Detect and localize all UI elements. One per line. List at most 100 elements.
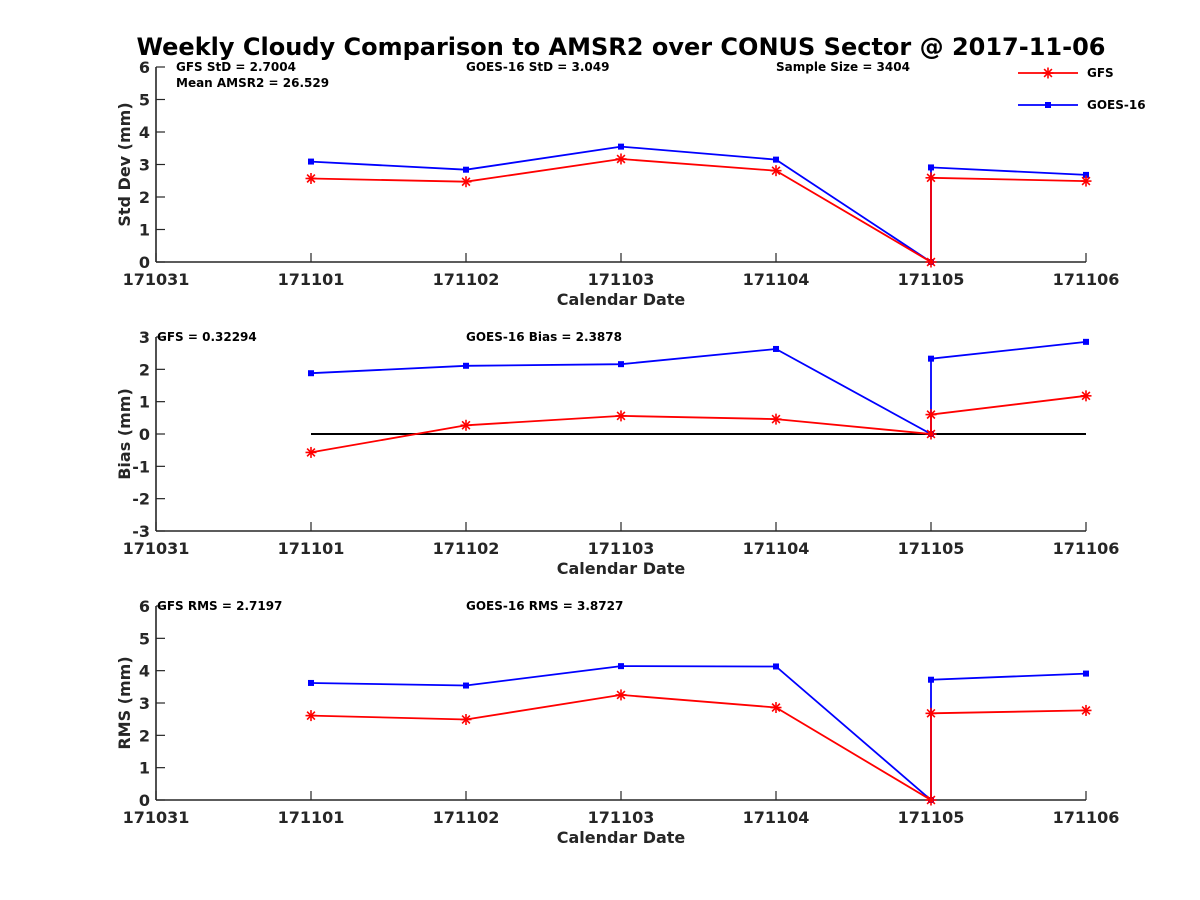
stat-annotation: GFS StD = 2.7004	[176, 60, 296, 74]
series-line-gfs	[310, 693, 1087, 802]
data-point-goes-16	[773, 663, 779, 670]
y-tick-label: 3	[139, 328, 150, 347]
data-point-gfs	[615, 689, 627, 701]
y-tick-label: 5	[139, 629, 150, 648]
stat-annotation: Sample Size = 3404	[776, 60, 910, 74]
x-tick-label: 171106	[1053, 270, 1120, 289]
data-point-gfs	[460, 176, 472, 188]
y-axis-label: RMS (mm)	[115, 656, 134, 749]
data-point-gfs	[615, 410, 627, 422]
x-axis-label: Calendar Date	[557, 290, 686, 309]
data-point-goes-16	[463, 166, 469, 173]
x-tick-label: 171106	[1053, 539, 1120, 558]
data-point-gfs	[1080, 175, 1092, 187]
data-point-gfs	[925, 409, 937, 421]
data-point-goes-16	[308, 370, 314, 377]
data-point-goes-16	[463, 682, 469, 689]
x-tick-label: 171102	[433, 539, 500, 558]
series-line-goes-16	[310, 341, 1087, 436]
data-point-gfs	[460, 713, 472, 725]
y-tick-label: 3	[139, 156, 150, 175]
y-tick-label: 0	[139, 791, 150, 810]
series-line-goes-16	[310, 145, 1087, 264]
x-axis-label: Calendar Date	[557, 559, 686, 578]
x-tick-label: 171031	[123, 808, 190, 827]
x-tick-label: 171105	[898, 808, 965, 827]
chart-title: Weekly Cloudy Comparison to AMSR2 over C…	[137, 33, 1106, 61]
legend-marker-gfs	[1042, 67, 1054, 79]
stat-annotation: GFS = 0.32294	[157, 330, 257, 344]
x-axis-label: Calendar Date	[557, 828, 686, 847]
y-tick-label: 1	[139, 393, 150, 412]
y-tick-label: 2	[139, 726, 150, 745]
y-tick-label: 2	[139, 360, 150, 379]
data-point-gfs	[770, 413, 782, 425]
x-tick-label: 171104	[743, 808, 810, 827]
x-tick-label: 171102	[433, 808, 500, 827]
stat-annotation: GFS RMS = 2.7197	[157, 599, 282, 613]
data-point-gfs	[770, 702, 782, 714]
y-axis-label: Bias (mm)	[115, 388, 134, 480]
legend-label: GOES-16	[1087, 98, 1146, 112]
stat-annotation: GOES-16 RMS = 3.8727	[466, 599, 623, 613]
data-point-goes-16	[308, 679, 314, 686]
stat-annotation: Mean AMSR2 = 26.529	[176, 76, 329, 90]
x-tick-label: 171031	[123, 539, 190, 558]
data-point-goes-16	[773, 345, 779, 352]
x-tick-label: 171104	[743, 539, 810, 558]
stat-annotation: GOES-16 Bias = 2.3878	[466, 330, 622, 344]
x-tick-label: 171103	[588, 270, 655, 289]
data-point-goes-16	[1083, 171, 1089, 178]
stat-annotation: GOES-16 StD = 3.049	[466, 60, 609, 74]
y-tick-label: 0	[139, 253, 150, 272]
x-tick-label: 171031	[123, 270, 190, 289]
data-point-gfs	[770, 165, 782, 177]
data-point-gfs	[925, 794, 937, 806]
data-point-goes-16	[928, 355, 934, 362]
data-point-gfs	[925, 172, 937, 184]
x-tick-label: 171103	[588, 808, 655, 827]
data-point-gfs	[1080, 704, 1092, 716]
y-tick-label: 1	[139, 759, 150, 778]
legend-marker-goes-16	[1045, 102, 1051, 108]
data-point-goes-16	[463, 362, 469, 369]
y-tick-label: 5	[139, 91, 150, 110]
series-line-goes-16	[310, 665, 1087, 802]
y-tick-label: -3	[132, 522, 150, 541]
y-tick-label: 0	[139, 425, 150, 444]
x-tick-label: 171106	[1053, 808, 1120, 827]
data-point-gfs	[1080, 390, 1092, 402]
series-line-gfs	[310, 158, 1087, 264]
data-point-goes-16	[773, 156, 779, 163]
data-point-goes-16	[618, 361, 624, 368]
x-tick-label: 171105	[898, 539, 965, 558]
y-tick-label: 6	[139, 58, 150, 77]
y-tick-label: 1	[139, 221, 150, 240]
x-tick-label: 171105	[898, 270, 965, 289]
data-point-gfs	[615, 153, 627, 165]
data-point-gfs	[925, 256, 937, 268]
data-point-gfs	[925, 428, 937, 440]
data-point-gfs	[460, 419, 472, 431]
x-tick-label: 171103	[588, 539, 655, 558]
y-axis-label: Std Dev (mm)	[115, 102, 134, 226]
data-point-gfs	[305, 172, 317, 184]
legend-label: GFS	[1087, 66, 1114, 80]
data-point-gfs	[925, 707, 937, 719]
y-tick-label: 3	[139, 694, 150, 713]
x-tick-label: 171101	[278, 539, 345, 558]
data-point-goes-16	[308, 158, 314, 165]
data-point-gfs	[305, 446, 317, 458]
y-tick-label: -1	[132, 457, 150, 476]
x-tick-label: 171102	[433, 270, 500, 289]
y-tick-label: 4	[139, 662, 150, 681]
y-tick-label: 2	[139, 188, 150, 207]
y-tick-label: 4	[139, 123, 150, 142]
series-line-gfs	[310, 394, 1087, 454]
y-tick-label: -2	[132, 490, 150, 509]
data-point-gfs	[305, 710, 317, 722]
x-tick-label: 171101	[278, 270, 345, 289]
data-point-goes-16	[618, 663, 624, 670]
